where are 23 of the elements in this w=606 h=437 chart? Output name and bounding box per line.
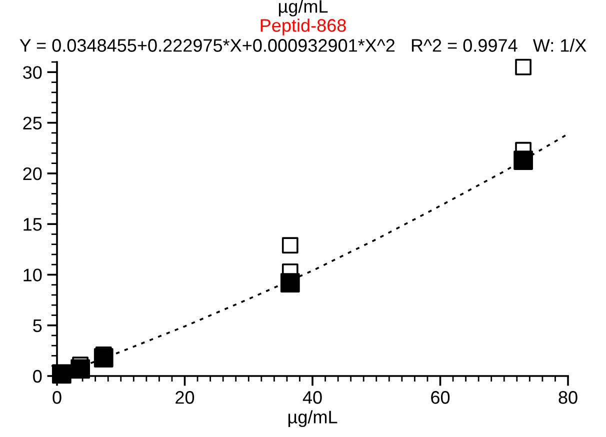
point (52, 364, 72, 384)
y-tick-label: 20 (23, 167, 42, 180)
point (282, 237, 298, 254)
chart-subtitle: Y = 0.0348455+0.222975*X+0.000932901*X^2 R^2 = 0.9974 W: 1/X (20, 38, 586, 52)
point (515, 58, 532, 76)
x-tick-label: 0 (52, 391, 62, 404)
y-tick-label: 5 (33, 319, 42, 332)
y-tick-label: 15 (24, 218, 42, 231)
y-tick-label: 10 (24, 268, 42, 282)
point (70, 359, 90, 379)
point (94, 348, 114, 368)
x-axis-title: µg/mL (288, 410, 338, 428)
point (514, 150, 533, 170)
y-tick-label: 30 (23, 66, 42, 79)
chart-title: Peptid-868 (260, 18, 346, 36)
x-tick-label: 20 (176, 391, 194, 404)
x-tick-label: 80 (558, 391, 578, 404)
point (280, 273, 300, 292)
text: µg/mL (278, 0, 328, 16)
y-tick-label: 25 (23, 116, 42, 130)
y-tick-label: 0 (33, 370, 42, 383)
x-tick-label: 40 (302, 391, 322, 404)
x-tick-label: 60 (431, 391, 450, 404)
